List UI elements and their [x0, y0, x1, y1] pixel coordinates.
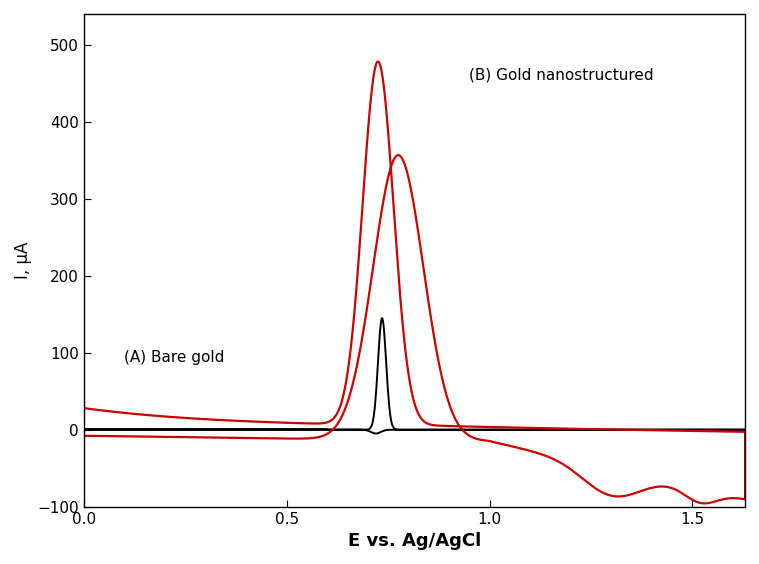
X-axis label: E vs. Ag/AgCl: E vs. Ag/AgCl — [348, 532, 481, 550]
Text: (A) Bare gold: (A) Bare gold — [124, 350, 225, 365]
Y-axis label: I, μA: I, μA — [14, 241, 32, 279]
Text: (B) Gold nanostructured: (B) Gold nanostructured — [469, 67, 654, 82]
